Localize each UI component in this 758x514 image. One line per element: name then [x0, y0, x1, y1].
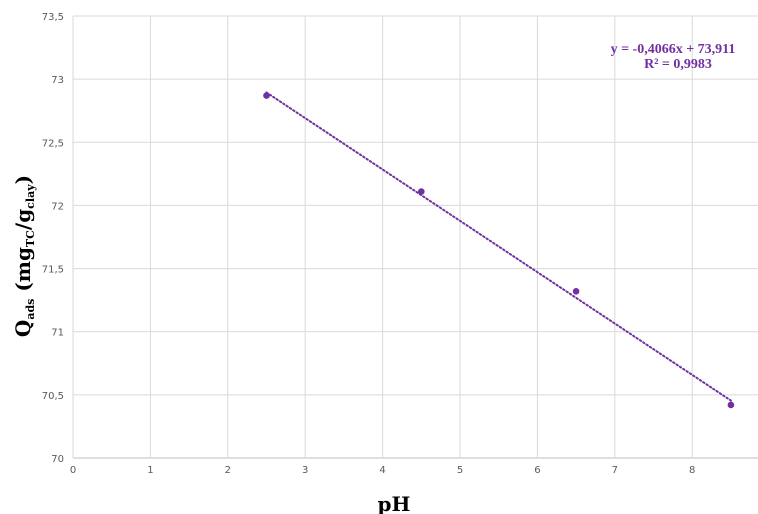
data-point — [418, 188, 425, 195]
y-axis-title-unit-open: (mg — [11, 247, 35, 299]
y-tick-label: 70,5 — [42, 391, 64, 402]
x-tick-label: 7 — [612, 465, 618, 476]
y-axis-title-main: Q — [11, 320, 35, 337]
data-point — [572, 288, 580, 295]
trendline-equation: y = -0,4066x + 73,911 — [611, 42, 736, 57]
y-tick-label: 73,5 — [42, 12, 64, 23]
y-tick-label: 71 — [51, 328, 64, 339]
y-axis-title-main-sub: ads — [24, 299, 37, 320]
y-tick-label: 73 — [51, 75, 64, 86]
x-tick-label: 4 — [379, 465, 385, 476]
x-tick-label: 6 — [534, 465, 540, 476]
y-axis-title-unit-mid: /g — [11, 209, 35, 230]
x-tick-label: 1 — [147, 465, 153, 476]
y-tick-label: 72,5 — [42, 138, 64, 149]
y-axis-title-unit-sub2: clay — [24, 184, 37, 209]
data-point — [727, 401, 735, 409]
y-tick-label: 71,5 — [42, 265, 64, 276]
gridlines — [72, 15, 758, 459]
data-points — [263, 92, 735, 409]
y-axis-title: Qads (mgTC/gclay) — [11, 175, 37, 337]
y-axis-title-unit-sub1: TC — [24, 230, 37, 247]
x-tick-label: 5 — [457, 465, 463, 476]
x-tick-label: 2 — [225, 465, 231, 476]
x-tick-label: 3 — [302, 465, 308, 476]
y-tick-label: 70 — [51, 454, 64, 465]
data-point — [263, 92, 270, 99]
trendline-r-squared: R² = 0,9983 — [644, 57, 712, 72]
trendline — [265, 91, 732, 402]
y-tick-label: 72 — [51, 201, 64, 212]
y-tick-labels: 70 70,5 71 71,5 72 72,5 73 73,5 — [42, 12, 64, 465]
x-tick-labels: 0 1 2 3 4 5 6 7 8 — [70, 465, 696, 476]
y-axis-title-unit-close: ) — [11, 175, 35, 184]
x-tick-label: 0 — [70, 465, 76, 476]
trendline-group — [265, 91, 732, 402]
x-axis-title: pH — [378, 492, 411, 514]
x-tick-label: 8 — [689, 465, 695, 476]
